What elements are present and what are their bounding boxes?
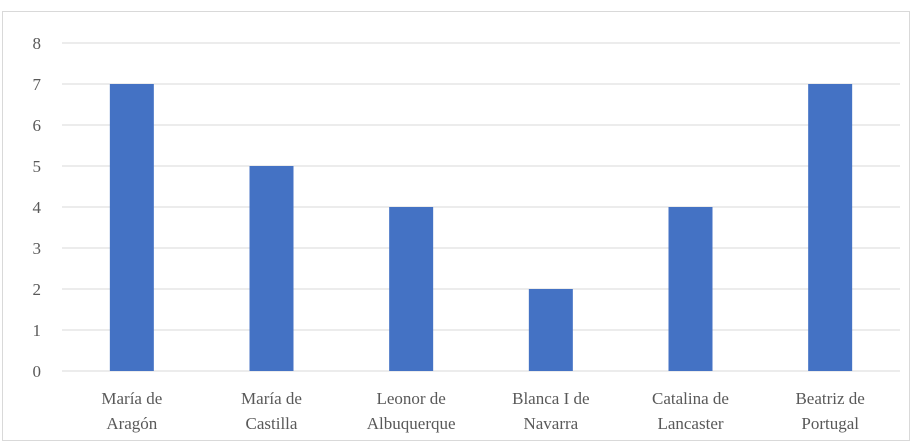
y-tick-label: 3 (33, 239, 42, 258)
x-tick-label: Castilla (246, 414, 298, 433)
y-tick-label: 0 (33, 362, 42, 381)
x-tick-label: Beatriz de (795, 389, 864, 408)
y-tick-label: 8 (33, 34, 42, 53)
x-tick-label: Blanca I de (512, 389, 589, 408)
x-tick-label: Leonor de (376, 389, 445, 408)
x-tick-label: Aragón (106, 414, 157, 433)
gridlines (62, 42, 900, 372)
bar (528, 289, 573, 371)
y-tick-label: 1 (33, 321, 42, 340)
bar (668, 207, 713, 371)
x-tick-label: Albuquerque (367, 414, 456, 433)
x-tick-label: Portugal (801, 414, 859, 433)
x-tick-label: María de (101, 389, 162, 408)
bar (808, 84, 853, 371)
bar (389, 207, 434, 371)
y-tick-label: 7 (33, 75, 42, 94)
bars (109, 84, 853, 371)
x-axis-labels: María de Aragón María de Castilla Leonor de A… (101, 389, 864, 433)
x-tick-label: Lancaster (657, 414, 723, 433)
y-tick-label: 5 (33, 157, 42, 176)
y-tick-label: 4 (33, 198, 42, 217)
x-tick-label: Navarra (523, 414, 578, 433)
x-tick-label: María de (241, 389, 302, 408)
y-tick-label: 6 (33, 116, 42, 135)
x-tick-label: Catalina de (652, 389, 729, 408)
y-tick-label: 2 (33, 280, 42, 299)
bar (109, 84, 154, 371)
bar (249, 166, 294, 371)
y-axis-ticks: 0 1 2 3 4 5 6 7 8 (33, 34, 42, 381)
